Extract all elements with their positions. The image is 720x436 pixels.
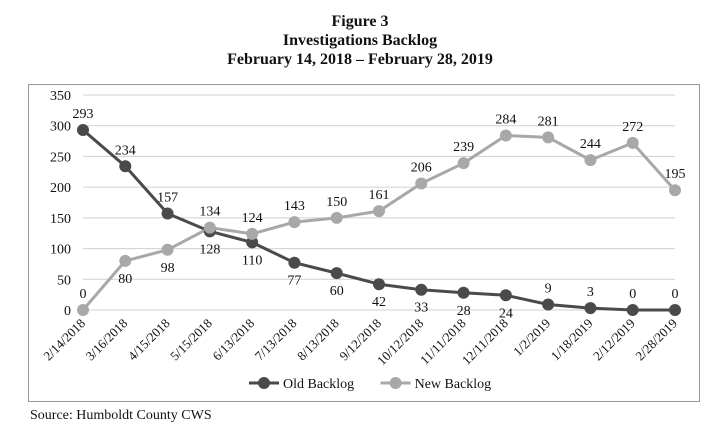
chart-frame: 0 50 100 150 200 250 300 350 2/14/2018 3/16/2018 4… (28, 84, 700, 402)
new-backlog-data-label: 244 (580, 137, 601, 152)
new-backlog-point (373, 205, 385, 218)
old-backlog-data-label: 157 (157, 191, 178, 206)
old-backlog-data-label: 60 (330, 284, 344, 299)
source-note: Source: Humboldt County CWS (30, 408, 212, 423)
new-backlog-point (626, 136, 639, 149)
new-backlog-point (161, 243, 174, 256)
x-tick-label: 5/15/2018 (167, 316, 215, 364)
new-backlog-point (584, 154, 597, 167)
x-tick-label: 10/12/2018 (374, 316, 426, 368)
old-backlog-point (626, 304, 639, 316)
x-tick-label: 8/13/2018 (294, 316, 342, 364)
new-backlog-point (669, 184, 681, 197)
legend-marker (389, 377, 402, 389)
old-backlog-point (161, 207, 174, 220)
new-backlog-data-label: 239 (453, 140, 474, 155)
old-backlog-data-label: 0 (672, 287, 679, 302)
new-backlog-data-label: 281 (538, 114, 559, 129)
y-tick-label: 250 (50, 150, 71, 165)
line-chart: 0501001502002503003502/14/20183/16/20184… (40, 89, 686, 392)
new-backlog-point (77, 304, 89, 316)
new-backlog-point (330, 211, 343, 224)
legend-marker (258, 377, 270, 389)
new-backlog-data-label: 0 (80, 287, 87, 302)
old-backlog-data-label: 3 (587, 285, 594, 300)
old-backlog-point (77, 124, 89, 137)
old-backlog-point (499, 289, 512, 302)
y-tick-label: 150 (50, 212, 71, 227)
new-backlog-data-label: 161 (369, 188, 390, 203)
old-backlog-point (330, 267, 343, 280)
old-backlog-point (246, 236, 259, 249)
old-backlog-data-label: 0 (629, 287, 636, 302)
old-backlog-data-label: 9 (545, 281, 552, 296)
x-tick-label: 2/28/2019 (632, 316, 680, 364)
old-backlog-point (584, 302, 597, 315)
old-backlog-point (119, 160, 132, 173)
old-backlog-data-label: 234 (115, 143, 136, 158)
y-tick-label: 200 (50, 181, 71, 196)
old-backlog-data-label: 293 (73, 107, 94, 122)
x-tick-label: 1/18/2019 (548, 316, 596, 364)
new-backlog-data-label: 124 (242, 211, 263, 226)
x-tick-label: 6/13/2018 (209, 316, 257, 364)
new-backlog-data-label: 272 (622, 120, 643, 135)
y-tick-label: 300 (50, 120, 71, 135)
new-backlog-point (203, 221, 216, 234)
x-tick-label: 7/13/2018 (252, 316, 300, 364)
legend-new-backlog: New Backlog (415, 377, 492, 392)
new-backlog-data-label: 134 (199, 205, 220, 220)
figure-title: Investigations Backlog (282, 32, 438, 49)
new-backlog-data-label: 98 (161, 261, 175, 276)
y-tick-label: 0 (64, 304, 71, 319)
y-tick-label: 350 (50, 89, 71, 104)
new-backlog-point (499, 129, 512, 142)
old-backlog-data-label: 77 (287, 274, 301, 289)
old-backlog-data-label: 110 (242, 253, 262, 268)
chart-title: Figure 3 Investigations Backlog February… (0, 12, 720, 69)
legend-old-backlog: Old Backlog (283, 377, 354, 392)
y-tick-label: 100 (50, 243, 71, 258)
x-tick-label: 12/11/2018 (459, 316, 511, 368)
new-backlog-data-label: 284 (495, 113, 516, 128)
new-backlog-data-label: 195 (665, 167, 686, 182)
old-backlog-point (542, 298, 555, 311)
new-backlog-data-label: 206 (411, 160, 432, 175)
old-backlog-point (415, 283, 428, 296)
old-backlog-data-label: 42 (372, 295, 386, 310)
old-backlog-point (457, 286, 470, 299)
y-tick-label: 50 (57, 273, 71, 288)
new-backlog-point (119, 254, 132, 267)
new-backlog-point (246, 227, 259, 240)
x-tick-label: 4/15/2018 (125, 316, 173, 364)
old-backlog-point (669, 304, 681, 316)
new-backlog-data-label: 150 (326, 195, 347, 210)
figure-date-range: February 14, 2018 – February 28, 2019 (227, 51, 493, 68)
old-backlog-data-label: 128 (199, 242, 220, 257)
old-backlog-point (373, 278, 385, 291)
new-backlog-data-label: 80 (118, 272, 132, 287)
new-backlog-point (288, 216, 301, 229)
old-backlog-data-label: 24 (499, 306, 513, 321)
new-backlog-data-label: 143 (284, 199, 305, 214)
new-backlog-point (457, 157, 470, 170)
x-tick-label: 3/16/2018 (83, 316, 131, 364)
old-backlog-data-label: 33 (414, 301, 428, 316)
x-tick-label: 2/14/2018 (40, 316, 88, 364)
new-backlog-point (542, 131, 555, 144)
x-tick-label: 2/12/2019 (590, 316, 638, 364)
new-backlog-point (415, 177, 428, 190)
old-backlog-data-label: 28 (457, 304, 471, 319)
old-backlog-point (288, 256, 301, 269)
figure-number: Figure 3 (331, 13, 389, 30)
